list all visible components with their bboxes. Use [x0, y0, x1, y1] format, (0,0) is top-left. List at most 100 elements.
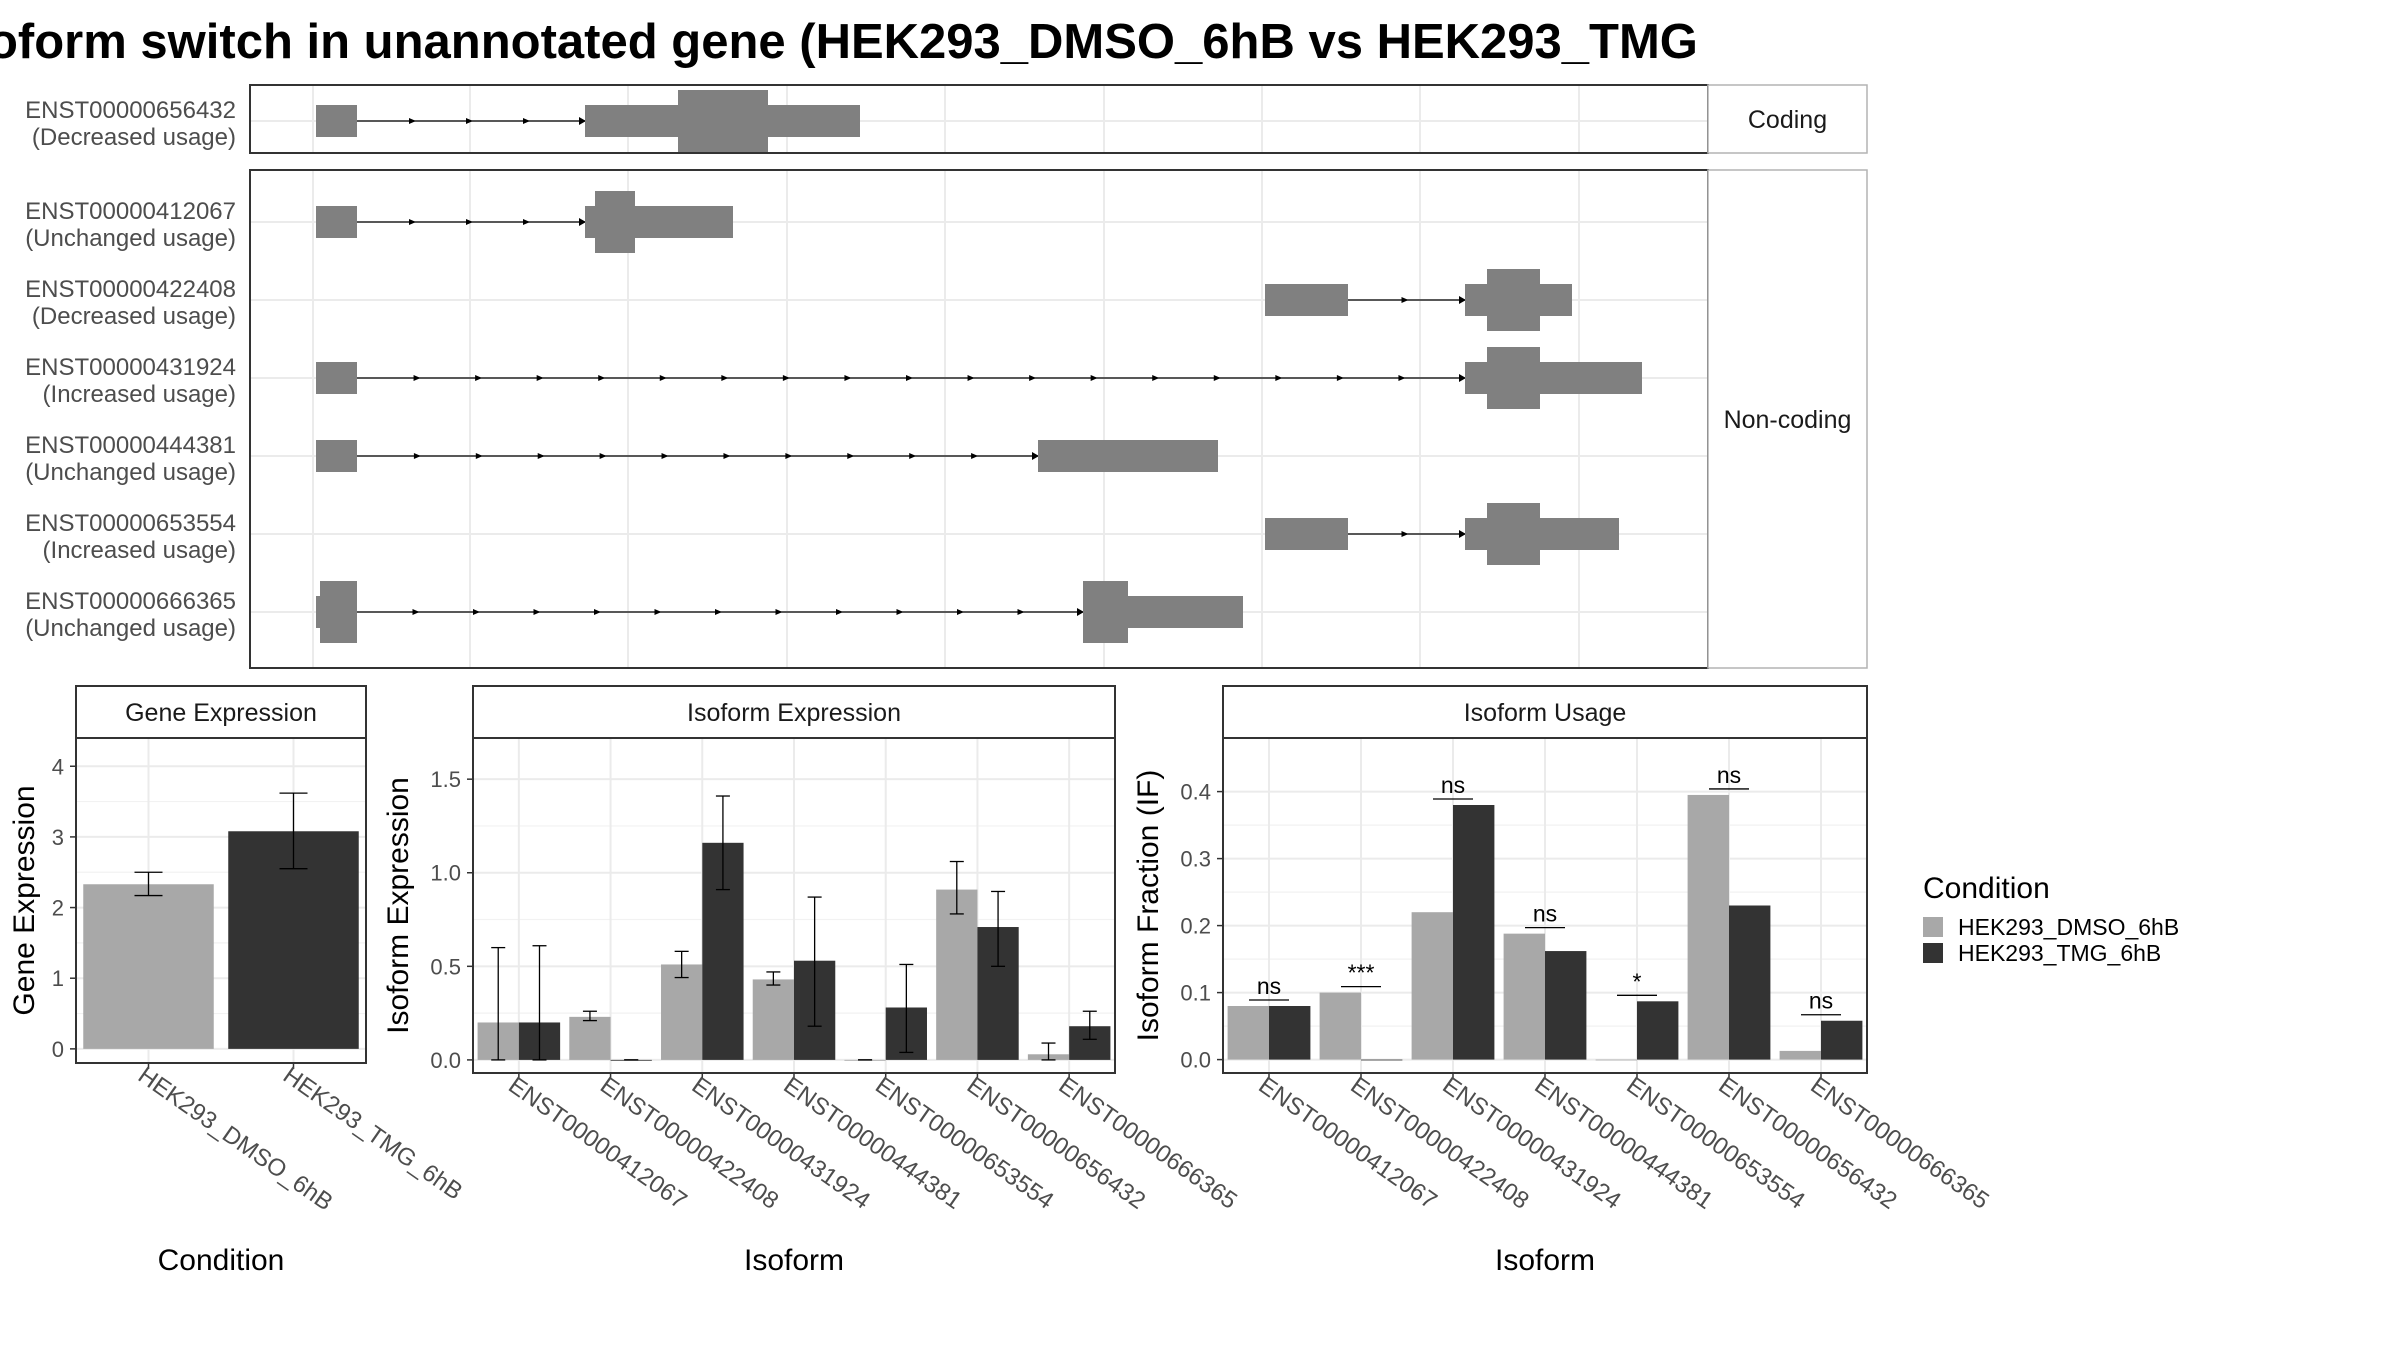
significance-label: ns	[1533, 901, 1557, 927]
intron-arrow	[523, 219, 530, 225]
facet-strip-label: Coding	[1748, 106, 1827, 134]
bar	[1453, 805, 1495, 1060]
y-axis-label: Gene Expression	[8, 785, 41, 1015]
exon	[635, 206, 733, 238]
exon	[316, 596, 320, 628]
exon	[585, 206, 595, 238]
transcript-id-label: ENST00000666365	[25, 588, 236, 615]
intron-arrow	[847, 453, 855, 459]
exon	[585, 105, 678, 137]
facet-panel	[249, 84, 1709, 154]
chart-title-strip	[472, 685, 1116, 739]
chart-title: Isoform Usage	[1464, 699, 1627, 727]
exon	[1465, 284, 1487, 316]
intron-arrow	[906, 375, 913, 381]
transcript-status-label: (Increased usage)	[43, 381, 236, 408]
intron-arrow	[909, 453, 917, 459]
bar	[83, 884, 214, 1049]
y-tick-label: 1.5	[430, 767, 461, 792]
y-tick-label: 0.0	[1180, 1048, 1211, 1073]
intron-arrow	[836, 609, 843, 615]
transcript-structure-panel: Coding Non-coding ENST00000656432 (Decrease…	[25, 84, 1868, 669]
intron-arrow	[473, 609, 480, 615]
intron-arrow	[1401, 297, 1409, 303]
intron-arrow	[782, 375, 790, 381]
significance-label: ns	[1257, 973, 1281, 999]
transcript-id-label: ENST00000656432	[25, 97, 236, 124]
facet-strip-label: Non-coding	[1724, 406, 1852, 434]
intron-arrow	[1152, 375, 1160, 381]
y-tick-label: 0.4	[1180, 780, 1211, 805]
bar	[752, 979, 794, 1060]
intron-arrow	[1090, 375, 1098, 381]
intron-arrow	[1459, 530, 1466, 538]
transcript-status-label: (Increased usage)	[43, 537, 236, 564]
y-axis-label: Isoform Expression	[382, 777, 415, 1034]
chart-title-strip	[1222, 685, 1868, 739]
significance-label: ns	[1809, 988, 1833, 1014]
intron-arrow	[967, 375, 975, 381]
intron-arrow	[409, 118, 416, 124]
intron-arrow	[579, 117, 586, 125]
bar	[1821, 1020, 1863, 1060]
transcript-status-label: (Unchanged usage)	[25, 225, 236, 252]
y-tick-label: 0.1	[1180, 981, 1211, 1006]
facet-panel	[249, 169, 1709, 669]
intron-arrow	[1017, 609, 1025, 615]
exon	[1465, 362, 1487, 394]
legend: Condition HEK293_DMSO_6hB HEK293_TMG_6hB	[1923, 872, 2179, 966]
intron-arrow	[721, 375, 729, 381]
intron-arrow	[413, 453, 421, 459]
y-tick-label: 0.5	[430, 954, 461, 979]
exon	[595, 191, 635, 253]
facet-strip	[1707, 84, 1868, 154]
exon	[1265, 518, 1348, 550]
y-axis-label: Isoform Fraction (IF)	[1132, 770, 1165, 1042]
exon	[1540, 362, 1642, 394]
bar	[1729, 905, 1771, 1060]
intron-arrow	[661, 453, 669, 459]
page-title: oform switch in unannotated gene (HEK293…	[0, 15, 1698, 69]
exon	[1487, 503, 1540, 565]
bar	[661, 964, 703, 1060]
intron-arrow	[1032, 452, 1039, 460]
intron-arrow	[599, 453, 607, 459]
exon	[1083, 581, 1128, 643]
chart-title: Gene Expression	[125, 699, 317, 727]
exon	[1487, 347, 1540, 409]
bar	[1637, 1001, 1679, 1060]
intron-arrow	[1213, 375, 1221, 381]
intron-arrow	[523, 118, 530, 124]
bar	[1687, 794, 1729, 1060]
intron-arrow	[475, 375, 483, 381]
y-tick-label: 4	[52, 754, 64, 779]
transcript-status-label: (Unchanged usage)	[25, 459, 236, 486]
exon	[316, 105, 357, 137]
exon	[1265, 284, 1348, 316]
exon	[1540, 518, 1619, 550]
bar	[1227, 1006, 1269, 1060]
intron-arrow	[896, 609, 904, 615]
intron-arrow	[533, 609, 541, 615]
bar	[936, 889, 978, 1060]
y-tick-label: 1	[52, 966, 64, 991]
y-tick-label: 2	[52, 896, 64, 921]
significance-label: *	[1633, 968, 1642, 994]
y-tick-label: 0.0	[430, 1048, 461, 1073]
bar	[1361, 1059, 1403, 1061]
intron-arrow	[413, 375, 421, 381]
intron-arrow	[723, 453, 731, 459]
intron-arrow	[1398, 375, 1406, 381]
bar	[1269, 1006, 1311, 1060]
transcript-id-label: ENST00000431924	[25, 354, 236, 381]
x-axis-label: Condition	[158, 1244, 285, 1277]
intron-arrow	[1459, 374, 1466, 382]
exon	[320, 581, 357, 643]
intron-arrow	[659, 375, 667, 381]
transcript-status-label: (Decreased usage)	[32, 303, 236, 330]
intron-arrow	[594, 609, 601, 615]
bar	[1545, 951, 1587, 1060]
intron-arrow	[1459, 296, 1466, 304]
intron-arrow	[785, 453, 793, 459]
